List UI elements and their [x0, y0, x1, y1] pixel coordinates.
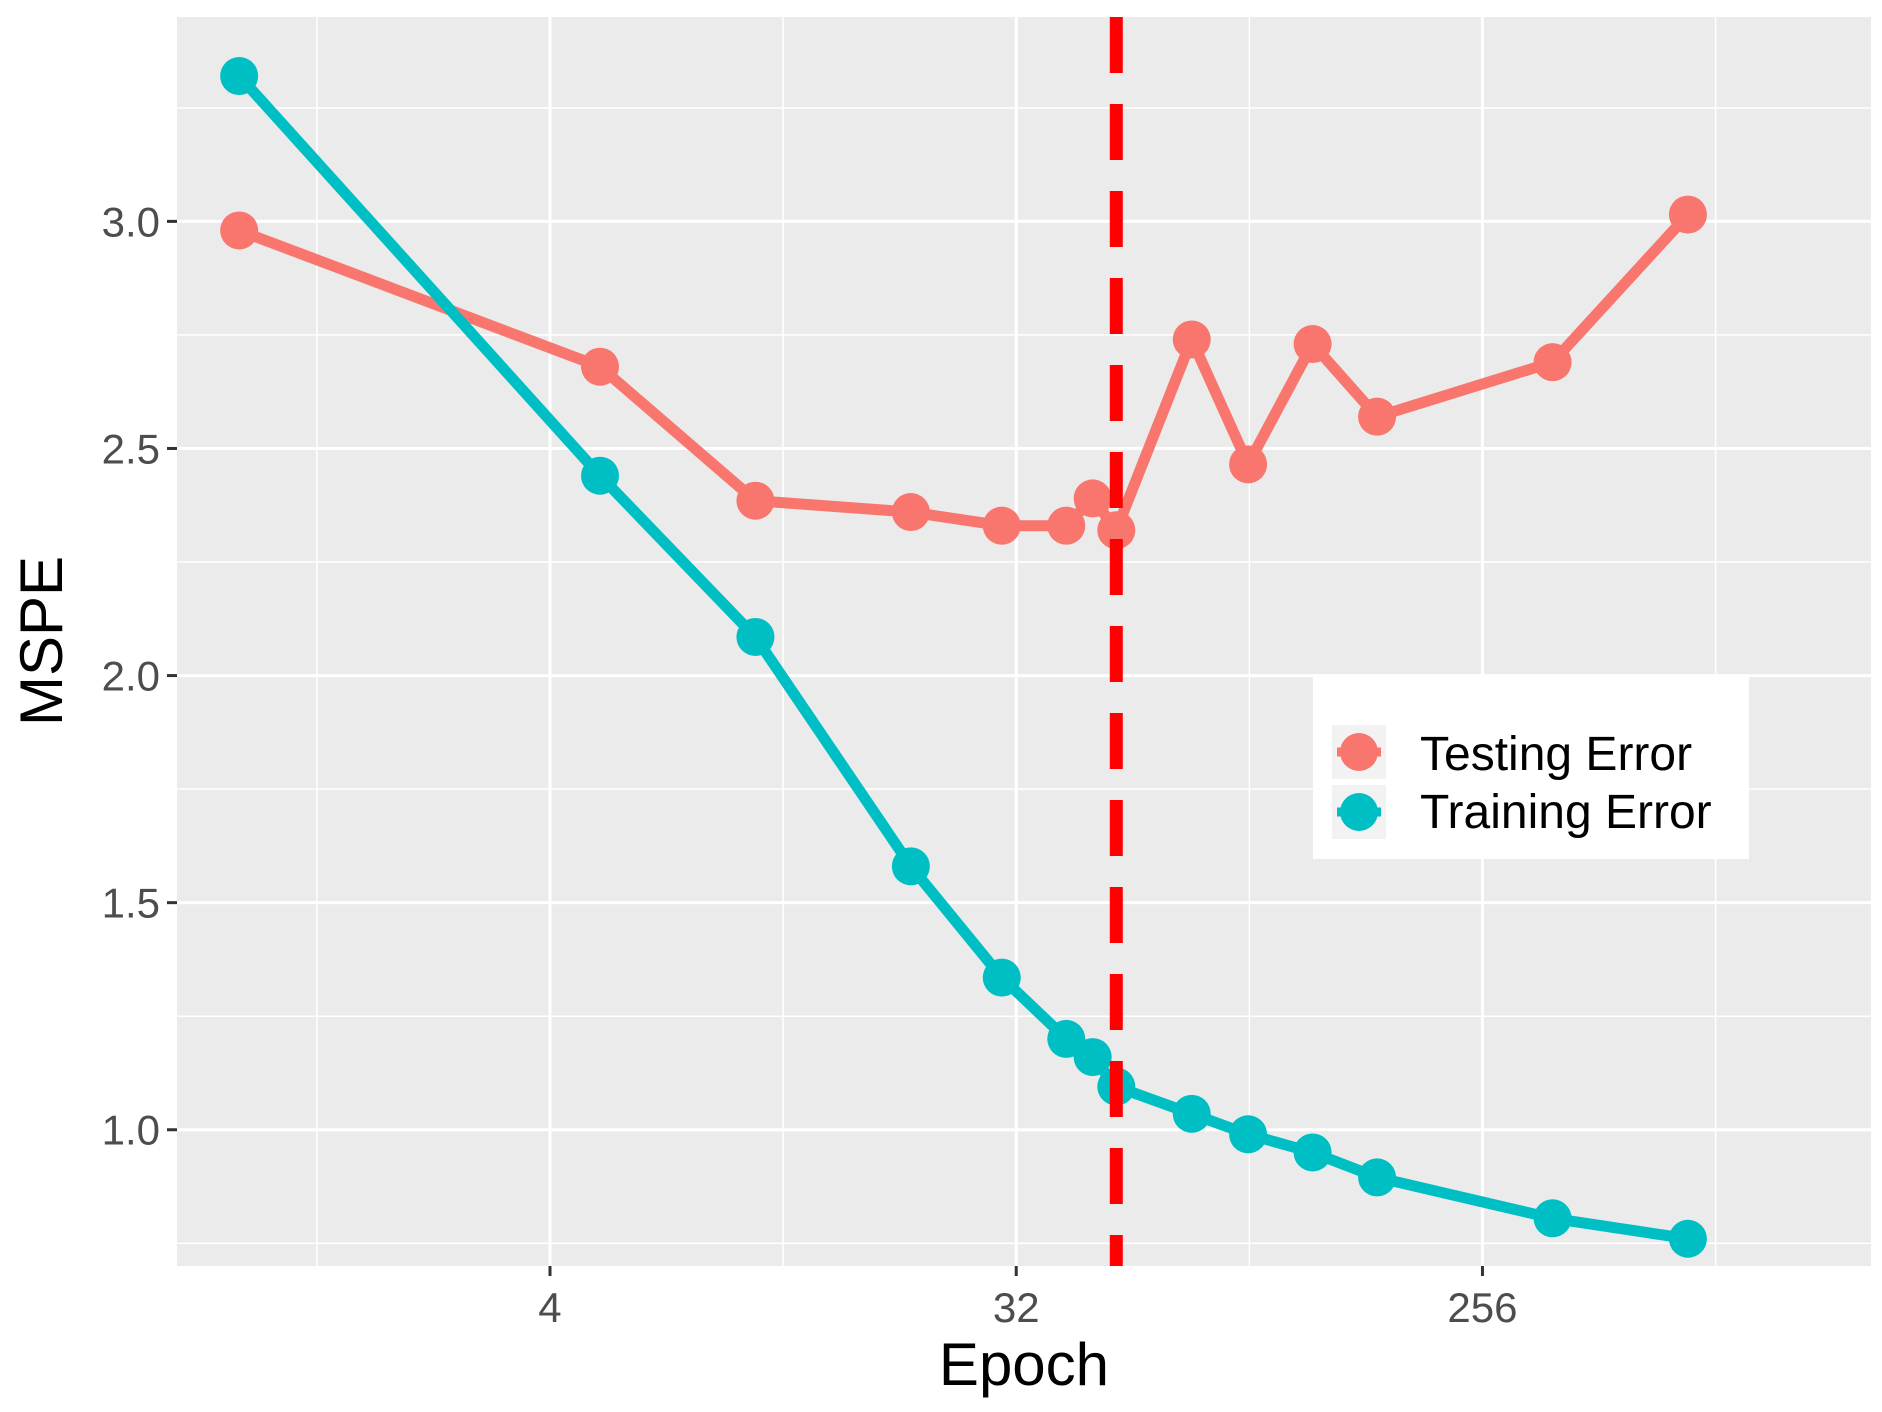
y-tick-label: 3.0	[102, 198, 160, 245]
data-point-training-error	[1533, 1199, 1572, 1238]
y-tick-label: 2.0	[102, 653, 160, 700]
data-point-testing-error	[736, 481, 775, 520]
x-axis-ticks: 4 32 256	[538, 1266, 1518, 1331]
y-tick-label: 2.5	[102, 425, 160, 472]
data-point-training-error	[1668, 1219, 1707, 1258]
data-point-testing-error	[1358, 397, 1397, 436]
grid-minor	[177, 17, 1871, 1266]
data-point-training-error	[1047, 1019, 1086, 1058]
legend: Testing Error Training Error	[1313, 676, 1749, 859]
data-point-testing-error	[1668, 195, 1707, 234]
y-tick-label: 1.0	[102, 1107, 160, 1154]
data-point-testing-error	[1293, 325, 1332, 364]
legend-dot-training-error	[1340, 793, 1378, 831]
data-point-testing-error	[1047, 506, 1086, 545]
data-point-training-error	[1293, 1133, 1332, 1172]
data-point-training-error	[982, 958, 1021, 997]
grid-major	[177, 17, 1871, 1266]
x-tick-label: 32	[993, 1284, 1040, 1331]
x-axis-title: Epoch	[939, 1331, 1109, 1398]
data-point-training-error	[891, 847, 930, 886]
legend-dot-testing-error	[1340, 733, 1378, 771]
y-tick-label: 1.5	[102, 880, 160, 927]
y-axis-title: MSPE	[8, 556, 75, 726]
series-layer	[220, 57, 1707, 1258]
data-point-training-error	[1358, 1158, 1397, 1197]
x-tick-label: 4	[538, 1284, 561, 1331]
data-point-testing-error	[1229, 445, 1268, 484]
data-point-training-error	[581, 456, 620, 495]
data-point-testing-error	[891, 493, 930, 532]
legend-label-training-error: Training Error	[1420, 786, 1712, 839]
data-point-training-error	[1229, 1115, 1268, 1154]
data-point-testing-error	[1533, 343, 1572, 382]
data-point-testing-error	[982, 506, 1021, 545]
data-point-training-error	[736, 617, 775, 656]
data-point-training-error	[220, 57, 259, 96]
y-axis-ticks: 1.0 1.5 2.0 2.5 3.0	[102, 198, 177, 1154]
data-point-testing-error	[1073, 479, 1112, 518]
data-point-testing-error	[581, 347, 620, 386]
data-point-testing-error	[220, 211, 259, 250]
legend-label-testing-error: Testing Error	[1420, 728, 1692, 781]
data-point-training-error	[1073, 1038, 1112, 1077]
x-tick-label: 256	[1447, 1284, 1517, 1331]
data-point-testing-error	[1097, 511, 1136, 550]
data-point-training-error	[1172, 1094, 1211, 1133]
panel-background	[177, 17, 1871, 1266]
data-point-testing-error	[1172, 320, 1211, 359]
